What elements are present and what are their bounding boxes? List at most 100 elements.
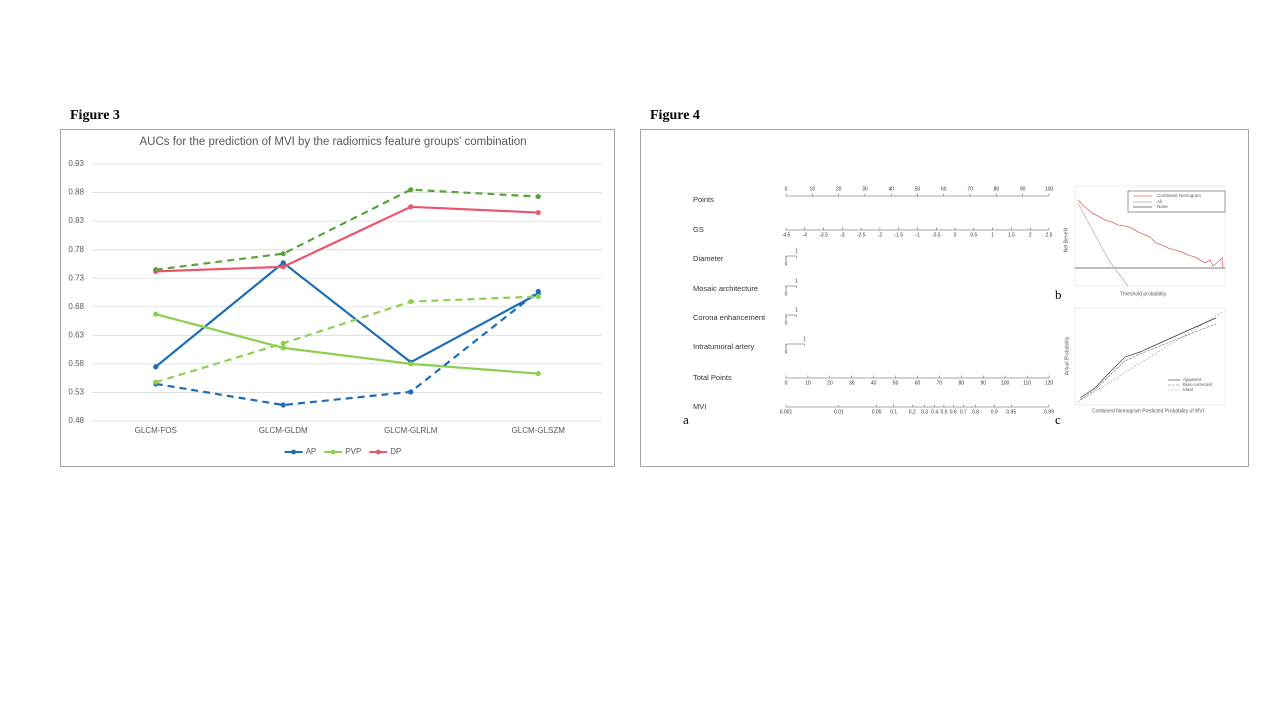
tick-label: 0	[954, 232, 957, 238]
axis-label: Net Benefit	[1063, 227, 1069, 252]
tick-label: 0	[785, 261, 788, 267]
data-point	[408, 187, 414, 193]
tick-label: 0	[785, 186, 788, 192]
series-line	[155, 188, 539, 271]
tick-label: 80	[994, 186, 1000, 192]
curve-bias-corrected	[1079, 323, 1217, 401]
legend-label: All	[1157, 199, 1162, 204]
data-point	[153, 379, 159, 385]
tick-label: 0.2	[909, 409, 916, 415]
row-label: Diameter	[693, 254, 724, 263]
series-line	[155, 295, 539, 384]
tick-label: -2.5	[857, 232, 866, 238]
tick-label: 0	[785, 349, 788, 355]
tick-label: 1.5	[1008, 232, 1015, 238]
tick-label: 0.6	[950, 409, 957, 415]
tick-label: 0.5	[970, 232, 977, 238]
row-label: MVI	[693, 402, 706, 411]
y-tick-label: 0.63	[68, 330, 84, 339]
tick-label: -4	[803, 232, 808, 238]
x-tick-label: GLCM-GLDM	[259, 426, 308, 435]
tick-label: 0	[785, 320, 788, 326]
y-tick-label: 0.78	[68, 245, 84, 254]
tick-label: 0.7	[960, 409, 967, 415]
tick-label: 0.3	[921, 409, 928, 415]
axis-label: Actual Probability	[1064, 336, 1070, 375]
data-point	[408, 204, 414, 210]
data-point	[535, 193, 541, 200]
data-point	[535, 209, 541, 216]
tick-label: -2	[878, 232, 883, 238]
tick-label: -3	[840, 232, 845, 238]
figure-frame	[640, 129, 1249, 467]
tick-label: -1.5	[894, 232, 903, 238]
line-chart: 0.48 0.53 0.58 0.63 0.68 0.73 0.78 0.83 0.88 0.93…	[68, 159, 602, 456]
y-tick-label: 0.88	[68, 188, 84, 197]
tick-label: 40	[888, 186, 894, 192]
x-tick-label: GLCM-GLSZM	[512, 426, 566, 435]
tick-label: 1	[795, 307, 798, 313]
data-point	[408, 299, 414, 305]
row-label: Total Points	[693, 373, 732, 382]
y-tick-label: 0.93	[68, 159, 84, 168]
tick-label: -1	[915, 232, 920, 238]
data-point	[408, 361, 414, 367]
row-label: Mosaic architecture	[693, 284, 758, 293]
tick-label: 0	[785, 291, 788, 297]
tick-label: 30	[862, 186, 868, 192]
legend-label: Apparent	[1183, 377, 1202, 382]
tick-label: 0.01	[834, 409, 844, 415]
tick-label: 1	[795, 248, 798, 254]
tick-label: 0.05	[872, 409, 882, 415]
tick-label: 0.4	[931, 409, 938, 415]
tick-label: 0.1	[890, 409, 897, 415]
tick-label: 1	[803, 336, 806, 342]
data-point	[535, 370, 541, 377]
series-line	[155, 290, 539, 407]
legend-label: Ideal	[1183, 387, 1193, 392]
data-point	[535, 293, 541, 300]
tick-label: 60	[941, 186, 947, 192]
tick-label: 90	[1020, 186, 1026, 192]
y-tick-label: 0.68	[68, 302, 84, 311]
tick-label: 50	[915, 186, 921, 192]
tick-label: 100	[1045, 186, 1054, 192]
series-line	[155, 261, 539, 368]
row-label: Intratumoral artery	[693, 342, 755, 351]
tick-label: 90	[980, 380, 986, 386]
decision-curve-plot: Combined Nomogram All None Threshold pro…	[1063, 185, 1226, 297]
tick-label: 80	[959, 380, 965, 386]
y-tick-label: 0.58	[68, 359, 84, 368]
data-point	[280, 402, 286, 408]
legend-label: DP	[390, 447, 401, 456]
plot-frame	[1074, 307, 1226, 406]
data-point	[408, 389, 414, 395]
legend-label: PVP	[345, 447, 361, 456]
tick-label: 40	[871, 380, 877, 386]
panel-label: c	[1055, 412, 1061, 427]
legend-label: None	[1157, 204, 1168, 209]
tick-label: 60	[915, 380, 921, 386]
data-point	[153, 267, 159, 273]
y-tick-label: 0.73	[68, 273, 84, 282]
axis-label: Combined Nomogram Predicted Probability …	[1092, 408, 1204, 414]
panel-label: a	[683, 412, 689, 427]
tick-label: 0.99	[1044, 409, 1054, 415]
data-point	[280, 345, 286, 351]
legend-label: Bias-corrected	[1183, 382, 1213, 387]
x-tick-label: GLCM-GLRLM	[384, 426, 438, 435]
series-line	[155, 205, 539, 273]
legend: AP PVP DP	[284, 447, 401, 456]
tick-label: 50	[893, 380, 899, 386]
tick-label: 20	[827, 380, 833, 386]
row-label: GS	[693, 225, 704, 234]
tick-label: -3.5	[819, 232, 828, 238]
tick-label: 2.5	[1046, 232, 1053, 238]
curve-ideal	[1077, 311, 1223, 403]
legend-box	[1127, 190, 1226, 213]
figure-label: Figure 4	[650, 108, 700, 123]
tick-label: 10	[810, 186, 816, 192]
series-line	[155, 313, 539, 375]
